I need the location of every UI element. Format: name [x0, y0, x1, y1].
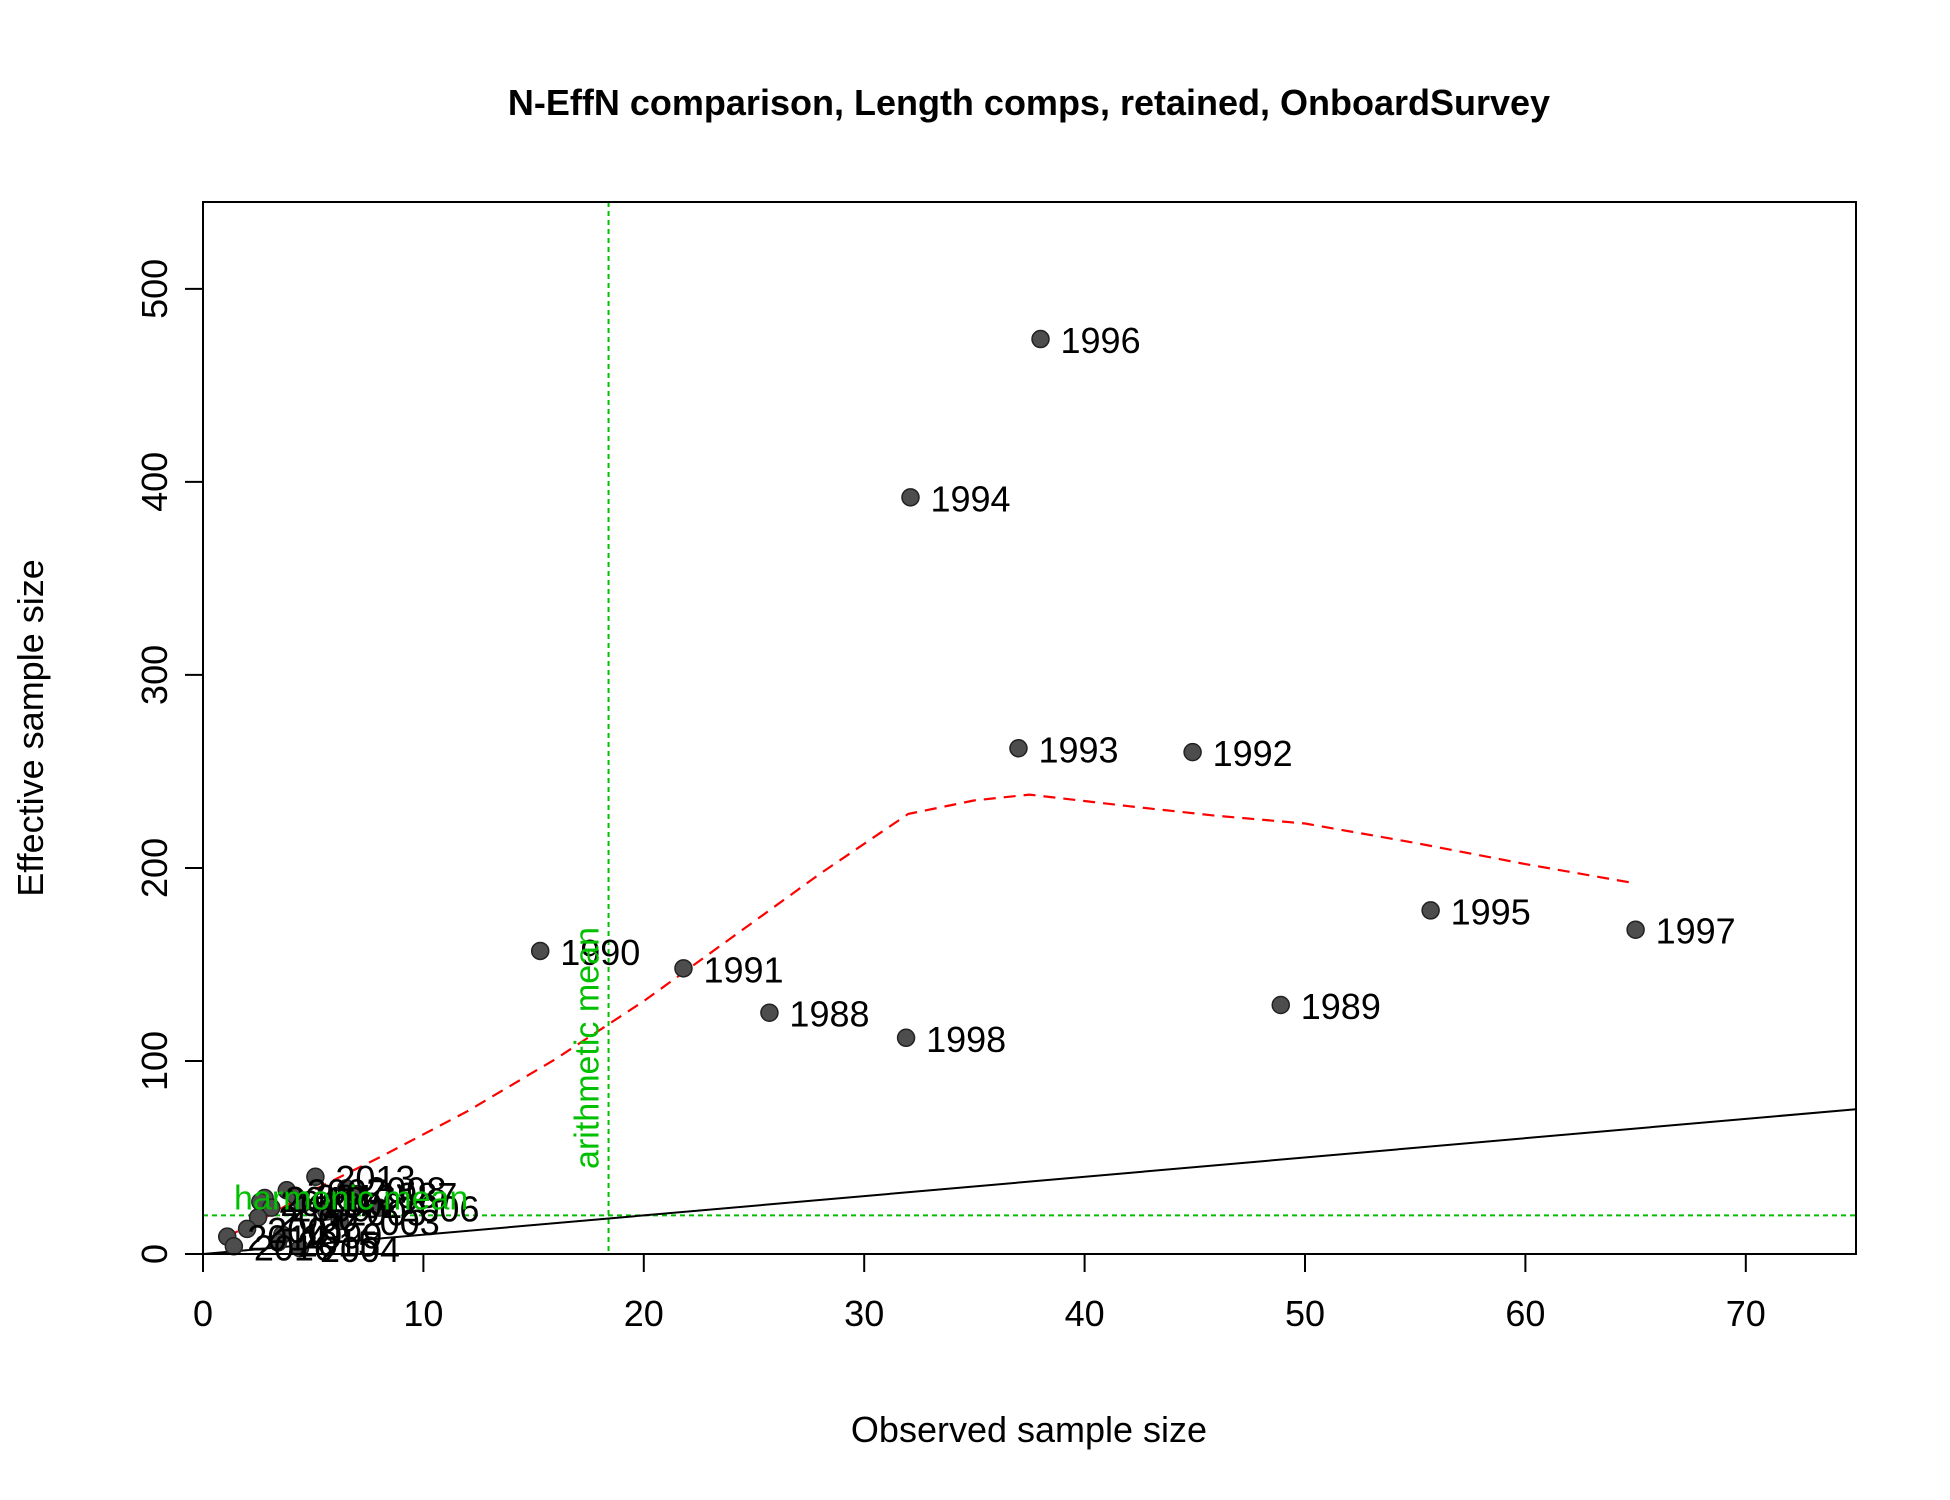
point-label-2010: 2010 — [285, 1179, 365, 1220]
data-point-2016 — [224, 1237, 244, 1256]
point-label-2008: 2008 — [366, 1169, 446, 1210]
chart-title: N-EffN comparison, Length comps, retaine… — [508, 82, 1550, 123]
reference-lines — [203, 202, 1856, 1254]
point-label-2001: 2001 — [267, 1210, 347, 1251]
y-tick-label-100: 100 — [134, 1031, 175, 1091]
point-label-2002: 2002 — [322, 1185, 402, 1226]
data-point-2005 — [317, 1202, 336, 1221]
point-label-1997: 1997 — [1656, 911, 1736, 952]
point-label-1989: 1989 — [1301, 986, 1381, 1027]
data-point-2004 — [290, 1238, 310, 1258]
point-label-2016: 2016 — [254, 1227, 334, 1268]
data-point-1994 — [901, 488, 920, 507]
point-label-2007: 2007 — [307, 1171, 387, 1212]
point-label-1993: 1993 — [1038, 729, 1118, 770]
point-label-1994: 1994 — [930, 478, 1010, 519]
point-label-1991: 1991 — [703, 949, 783, 990]
y-tick-label-500: 500 — [134, 259, 175, 319]
data-point-1997 — [1626, 920, 1645, 939]
y-axis-title: Effective sample size — [10, 559, 51, 896]
x-tick-label-10: 10 — [403, 1293, 443, 1334]
y-tick-label-0: 0 — [134, 1244, 175, 1264]
smoother-line — [226, 793, 1636, 1238]
point-label-2006: 2006 — [399, 1189, 479, 1230]
data-point-1992 — [1183, 742, 1202, 762]
reference-labels: arithmetic mean harmonic mean — [234, 927, 607, 1217]
y-axis: 0 100 200 300 400 500 — [134, 259, 204, 1264]
point-label-2000: 2000 — [278, 1198, 358, 1239]
point-label-1990: 1990 — [560, 932, 640, 973]
x-tick-label-40: 40 — [1065, 1293, 1105, 1334]
x-tick-label-60: 60 — [1505, 1293, 1545, 1334]
data-point-2000 — [248, 1208, 268, 1227]
point-label-2012: 2012 — [316, 1177, 396, 1218]
point-label-1995: 1995 — [1451, 891, 1531, 932]
point-label-2011: 2011 — [280, 1183, 357, 1224]
x-axis: 0 10 20 30 40 50 60 70 — [193, 1253, 1766, 1334]
point-label-2003: 2003 — [360, 1202, 440, 1243]
x-tick-label-20: 20 — [624, 1293, 664, 1334]
one-to-one-line-group — [202, 1108, 1857, 1255]
arithmetic-mean-label: arithmetic mean — [569, 927, 607, 1169]
data-point-1991 — [674, 959, 693, 978]
y-tick-label-300: 300 — [134, 645, 175, 705]
x-axis-title: Observed sample size — [851, 1409, 1207, 1450]
x-tick-label-70: 70 — [1726, 1293, 1766, 1334]
y-tick-label-200: 200 — [134, 838, 175, 898]
data-point-2009 — [262, 1198, 281, 1217]
data-point-2013 — [306, 1167, 325, 1187]
point-label-1988: 1988 — [789, 994, 869, 1035]
data-point-1987 — [348, 1184, 367, 1204]
data-point-2002 — [292, 1194, 312, 1214]
x-tick-label-30: 30 — [844, 1293, 884, 1334]
point-label-1996: 1996 — [1061, 320, 1141, 361]
y-tick-label-400: 400 — [134, 452, 175, 512]
point-label-2014: 2014 — [247, 1218, 327, 1259]
data-point-1989 — [1271, 995, 1291, 1015]
point-label-1987: 1987 — [377, 1175, 457, 1216]
data-point-1990 — [530, 941, 550, 961]
x-tick-label-0: 0 — [193, 1293, 213, 1334]
point-label-2005: 2005 — [346, 1193, 426, 1234]
data-points — [217, 329, 1645, 1258]
data-point-1988 — [760, 1003, 779, 1022]
point-label-2013: 2013 — [335, 1158, 415, 1199]
data-point-2015 — [268, 1233, 288, 1252]
data-point-1998 — [896, 1028, 916, 1048]
data-point-2006 — [370, 1198, 389, 1217]
harmonic-mean-label: harmonic mean — [234, 1179, 468, 1217]
data-point-1996 — [1031, 329, 1050, 349]
data-point-1995 — [1421, 901, 1440, 920]
data-point-1993 — [1009, 739, 1028, 758]
smoother-group — [226, 793, 1636, 1238]
one-to-one-line — [202, 1108, 1857, 1255]
point-labels: 1996 1994 1993 1992 1995 1997 1990 1991 1989 1988… — [247, 320, 1735, 1270]
point-label-2009: 2009 — [291, 1189, 371, 1230]
data-point-2001 — [237, 1219, 257, 1239]
point-label-1999: 1999 — [302, 1216, 382, 1257]
point-label-1992: 1992 — [1213, 733, 1293, 774]
data-point-2003 — [330, 1211, 349, 1231]
point-label-1998: 1998 — [926, 1019, 1006, 1060]
point-label-2015: 2015 — [298, 1223, 378, 1264]
point-label-2004: 2004 — [320, 1229, 400, 1270]
x-tick-label-50: 50 — [1285, 1293, 1325, 1334]
